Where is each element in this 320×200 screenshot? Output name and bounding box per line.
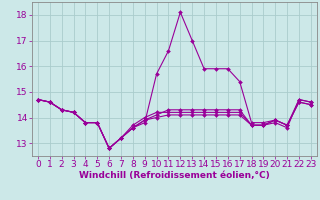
X-axis label: Windchill (Refroidissement éolien,°C): Windchill (Refroidissement éolien,°C)	[79, 171, 270, 180]
